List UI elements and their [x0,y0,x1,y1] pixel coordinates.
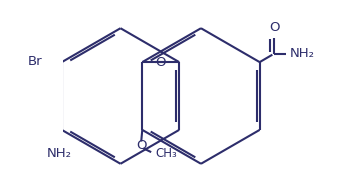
Text: CH₃: CH₃ [155,147,177,160]
Text: NH₂: NH₂ [47,147,72,160]
Text: O: O [136,139,147,152]
Text: Br: Br [28,55,43,68]
Text: NH₂: NH₂ [289,47,314,60]
Text: O: O [269,21,280,34]
Text: O: O [156,56,166,69]
